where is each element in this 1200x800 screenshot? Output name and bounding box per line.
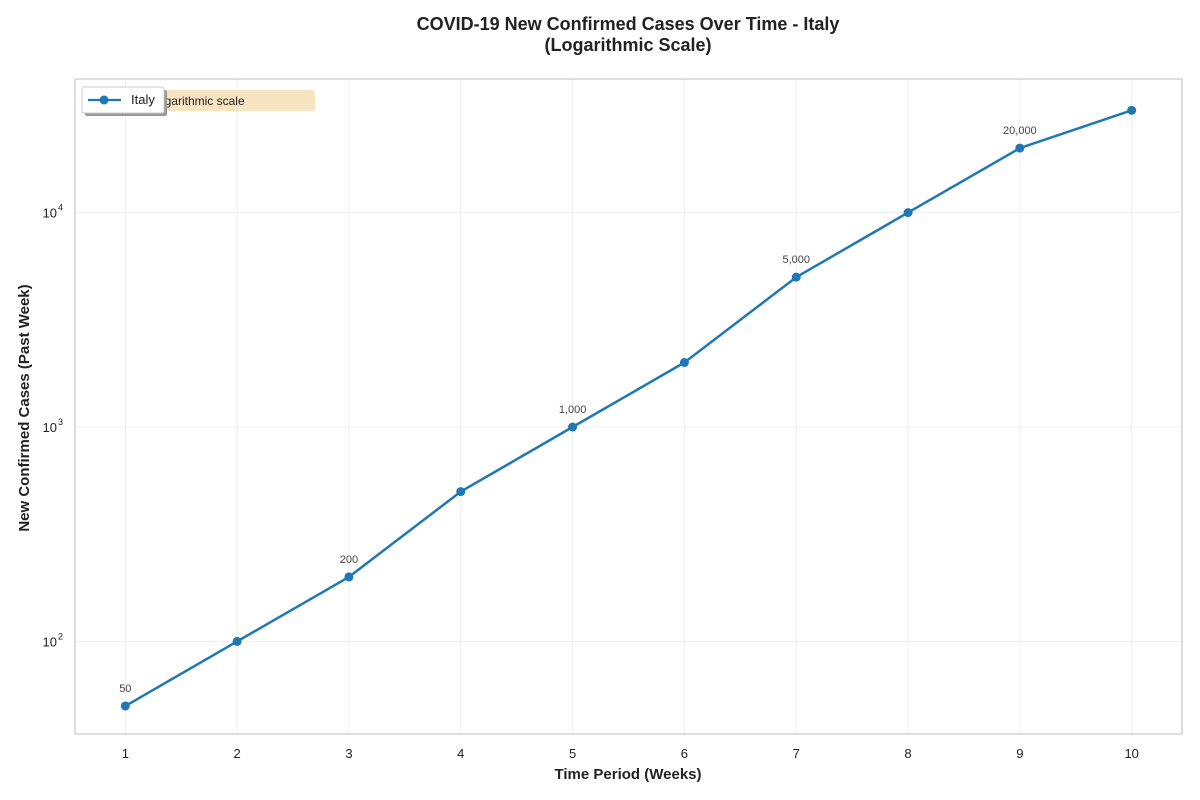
y-tick-exponent: 2 [58, 631, 63, 641]
y-tick-label: 10 [43, 634, 57, 649]
x-tick-label: 4 [457, 746, 464, 761]
data-label: 1,000 [559, 404, 587, 416]
data-point [679, 357, 689, 367]
y-tick-label: 10 [43, 206, 57, 221]
data-point [903, 208, 913, 218]
x-tick-label: 2 [234, 746, 241, 761]
legend-item-italy: Italy [131, 92, 155, 107]
grid-lines [75, 79, 1182, 734]
legend-marker-swatch [99, 95, 109, 105]
y-tick-label: 10 [43, 420, 57, 435]
data-point [1015, 143, 1025, 153]
data-labels: 50 200 1,000 5,000 20,000 [119, 125, 1036, 695]
chart-title: COVID-19 New Confirmed Cases Over Time -… [0, 14, 1200, 56]
series-line-italy [124, 109, 1133, 708]
data-point [791, 272, 801, 282]
y-tick-exponent: 3 [58, 417, 63, 427]
x-tick-label: 3 [345, 746, 352, 761]
data-point [232, 636, 242, 646]
x-axis-label: Time Period (Weeks) [555, 766, 702, 783]
data-point [344, 572, 354, 582]
x-tick-label: 7 [793, 746, 800, 761]
x-tick-label: 9 [1016, 746, 1023, 761]
chart-title-line-1: COVID-19 New Confirmed Cases Over Time -… [416, 14, 840, 34]
data-label: 200 [340, 554, 358, 566]
data-point [456, 487, 466, 497]
x-tick-label: 8 [904, 746, 911, 761]
legend-box [81, 86, 165, 114]
x-tick-label: 5 [569, 746, 576, 761]
x-tick-label: 1 [122, 746, 129, 761]
y-tick-exponent: 4 [58, 203, 63, 213]
series-group [120, 105, 1137, 711]
data-point [1127, 105, 1137, 115]
chart-title-line-2: (Logarithmic Scale) [544, 35, 712, 55]
data-label: 5,000 [782, 254, 810, 266]
x-ticks: 1 2 3 4 5 6 7 8 9 10 [122, 746, 1139, 761]
data-point [568, 422, 578, 432]
plot-area-frame [74, 78, 1183, 735]
y-axis-label: New Confirmed Cases (Past Week) [16, 284, 33, 531]
data-label: 50 [119, 683, 131, 695]
legend: Italy [81, 86, 167, 116]
x-tick-label: 10 [1124, 746, 1138, 761]
data-point [120, 701, 130, 711]
x-tick-label: 6 [681, 746, 688, 761]
data-label: 20,000 [1003, 125, 1037, 137]
